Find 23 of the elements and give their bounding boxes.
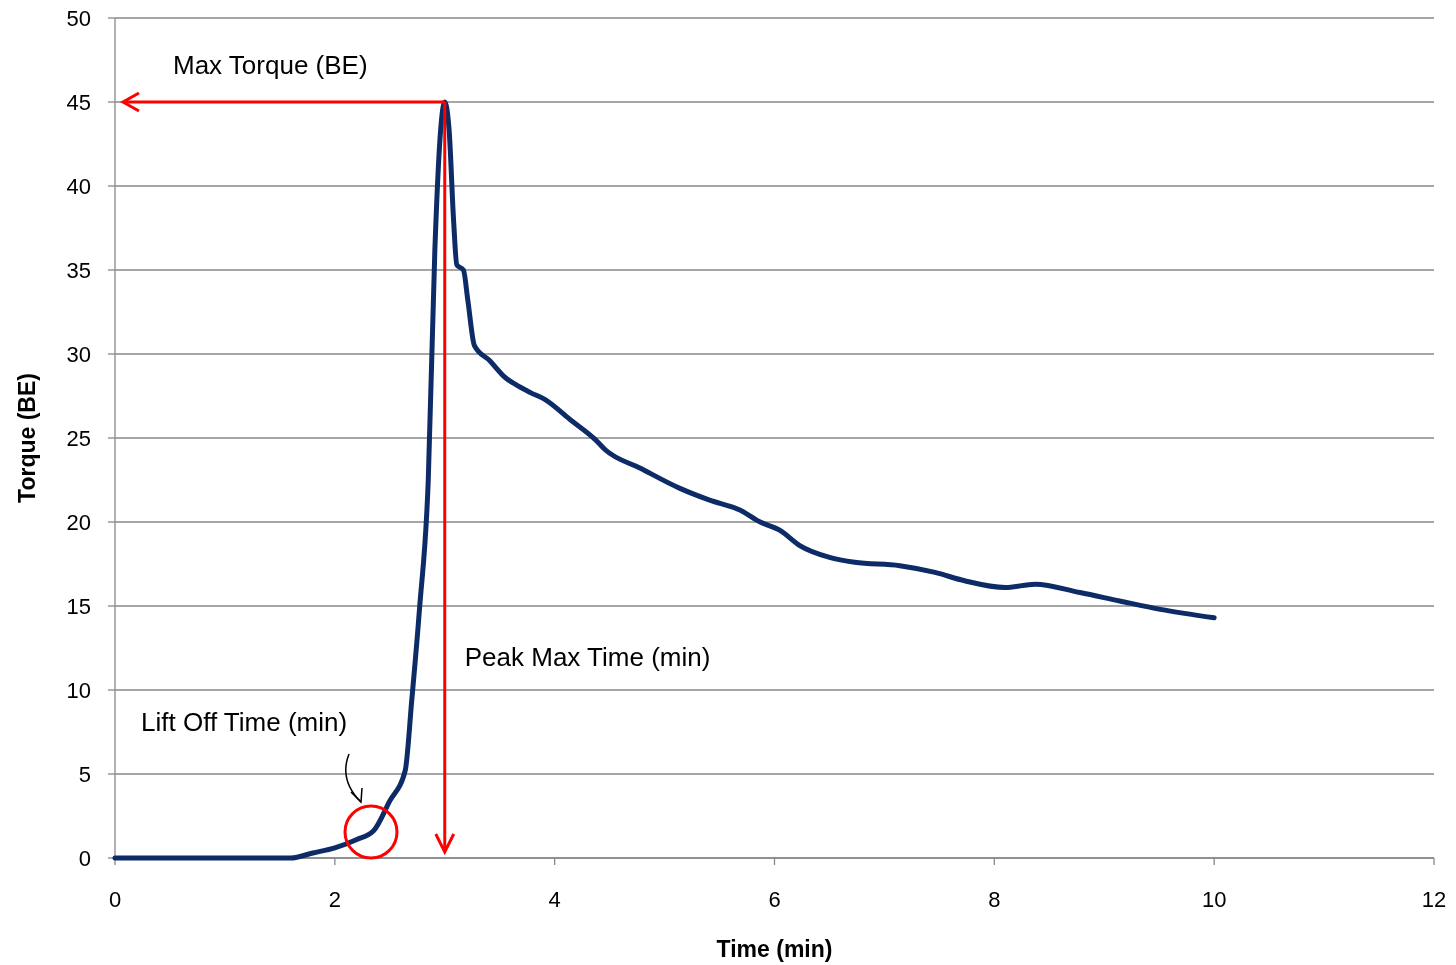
x-tick-label: 0: [108, 887, 122, 912]
ref-line-label: Peak Max Time (min): [464, 642, 711, 672]
annotation: Lift Off Time (min): [141, 707, 348, 737]
y-tick-label: 40: [66, 173, 91, 199]
y-tick-label: 20: [66, 509, 91, 535]
y-tick-label: 50: [66, 5, 91, 31]
y-tick-label: 0: [78, 845, 91, 871]
y-tick-label: 15: [66, 593, 91, 619]
ref-line-label: Max Torque (BE): [173, 50, 368, 80]
y-tick-label: 25: [66, 425, 91, 451]
x-tick-label: 2: [328, 887, 341, 912]
x-tick-label: 8: [988, 887, 1001, 912]
y-tick-label: 5: [78, 761, 91, 787]
x-axis-title: Time (min): [716, 936, 833, 962]
y-tick-label: 35: [66, 257, 91, 283]
x-tick-label: 10: [1201, 887, 1227, 912]
y-tick-label: 10: [66, 677, 91, 703]
x-tick-label: 6: [768, 887, 781, 912]
x-tick-label: 4: [548, 887, 561, 912]
y-axis-title: Torque (BE): [14, 373, 40, 503]
y-tick-label: 30: [66, 341, 91, 367]
y-tick-label: 45: [66, 89, 91, 115]
x-tick-label: 12: [1421, 887, 1447, 912]
